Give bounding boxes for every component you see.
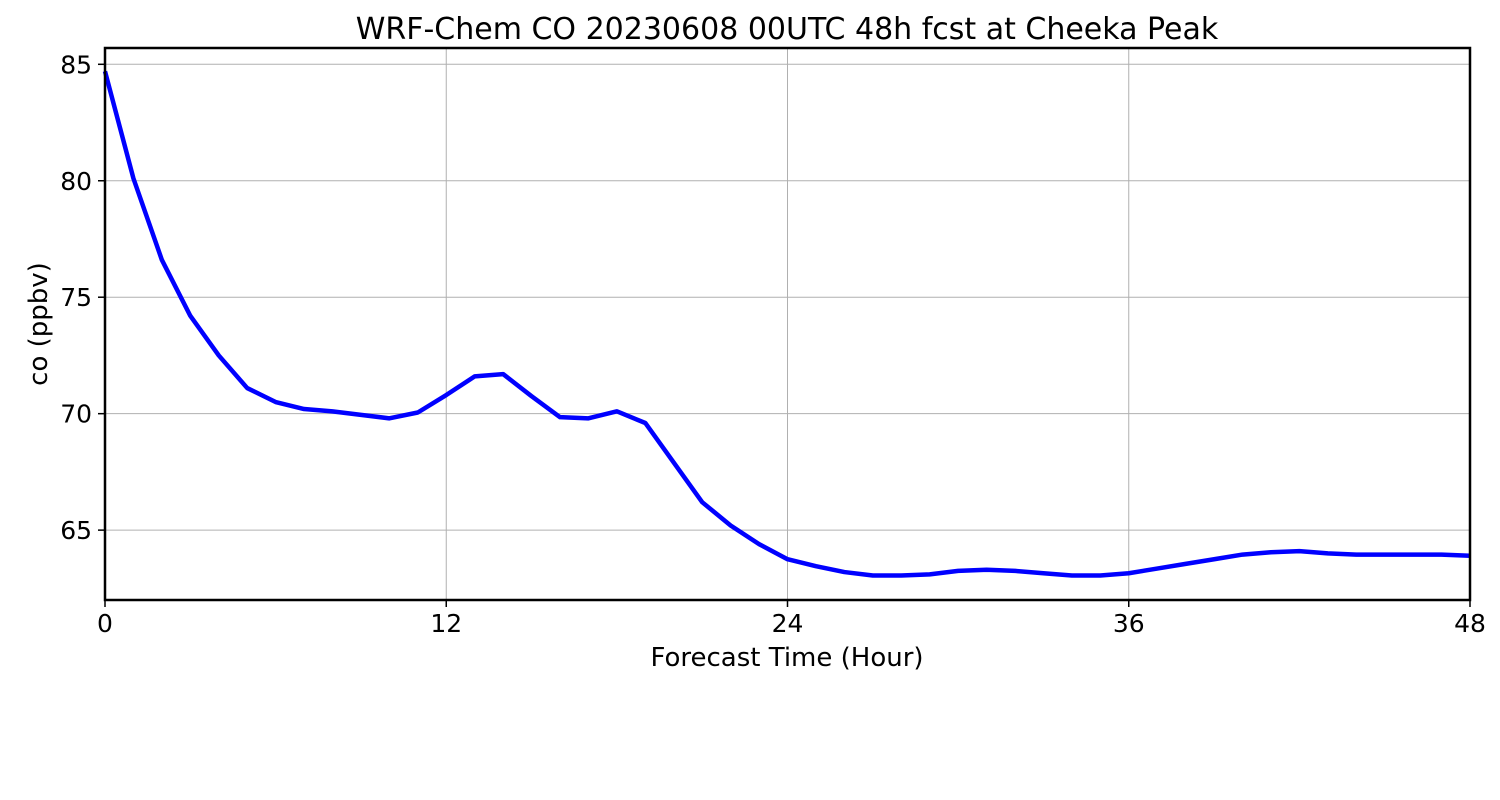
grid-lines (104, 48, 1471, 600)
x-ticks: 0 12 24 36 48 (97, 600, 1486, 638)
x-tick-label: 36 (1113, 609, 1145, 638)
y-tick-label: 80 (60, 167, 92, 196)
y-tick-label: 85 (60, 50, 92, 79)
y-ticks: 65 70 75 80 85 (60, 50, 105, 545)
y-tick-label: 75 (60, 283, 92, 312)
series-layer (102, 70, 1471, 578)
co-series-line (102, 70, 1471, 578)
y-tick-label: 70 (60, 400, 92, 429)
x-tick-label: 48 (1454, 609, 1486, 638)
chart-title: WRF-Chem CO 20230608 00UTC 48h fcst at C… (356, 12, 1219, 47)
x-axis-label: Forecast Time (Hour) (650, 643, 923, 673)
x-tick-label: 12 (430, 609, 462, 638)
x-tick-label: 24 (772, 609, 804, 638)
y-tick-label: 65 (60, 516, 92, 545)
y-axis-label: co (ppbv) (24, 262, 54, 386)
x-tick-label: 0 (97, 609, 113, 638)
